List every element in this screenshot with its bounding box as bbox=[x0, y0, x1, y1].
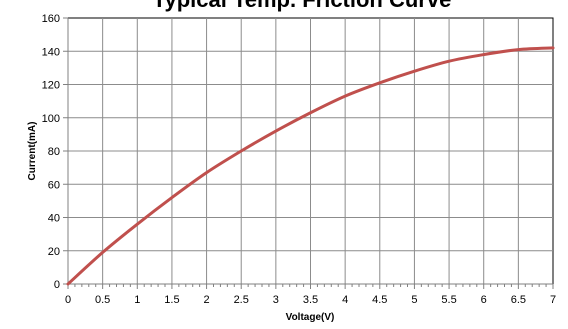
x-tick-label: 5 bbox=[411, 294, 417, 306]
x-tick-label: 0 bbox=[65, 294, 71, 306]
x-tick-labels: 0 0.5 1 1.5 2 2.5 3 3.5 4 4.5 5 5.5 6 6.5 7 bbox=[65, 294, 556, 306]
y-tick-label: 60 bbox=[48, 179, 60, 191]
series-line-current-voltage bbox=[66, 46, 555, 286]
x-tick-label: 3.5 bbox=[303, 294, 318, 306]
x-tick-label: 7 bbox=[550, 294, 556, 306]
y-tick-label: 100 bbox=[42, 113, 60, 125]
x-tick-label: 6 bbox=[481, 294, 487, 306]
y-tick-label: 40 bbox=[48, 213, 60, 225]
chart-title: Typical Temp. Friction Curve bbox=[153, 0, 452, 12]
x-tick-label: 4.5 bbox=[372, 294, 387, 306]
y-tick-label: 140 bbox=[42, 46, 60, 58]
x-tick-label: 4 bbox=[342, 294, 348, 306]
x-tick-label: 1.5 bbox=[164, 294, 179, 306]
x-tick-label: 3 bbox=[273, 294, 279, 306]
y-tick-label: 0 bbox=[54, 279, 60, 291]
y-axis-title: Current(mA) bbox=[27, 122, 38, 181]
x-tick-label: 2.5 bbox=[234, 294, 249, 306]
y-tick-label: 80 bbox=[48, 146, 60, 158]
x-tick-label: 0.5 bbox=[95, 294, 110, 306]
y-tick-label: 20 bbox=[48, 246, 60, 258]
series-layer bbox=[66, 46, 555, 286]
axes bbox=[63, 17, 554, 289]
x-tick-label: 6.5 bbox=[511, 294, 526, 306]
x-axis-title: Voltage(V) bbox=[286, 312, 335, 323]
y-tick-labels: 0 20 40 60 80 100 120 140 160 bbox=[42, 13, 60, 291]
x-tick-label: 1 bbox=[134, 294, 140, 306]
x-tick-label: 2 bbox=[204, 294, 210, 306]
y-tick-label: 120 bbox=[42, 80, 60, 92]
x-tick-label: 5.5 bbox=[441, 294, 456, 306]
grid-lines bbox=[68, 18, 553, 284]
y-tick-label: 160 bbox=[42, 13, 60, 25]
